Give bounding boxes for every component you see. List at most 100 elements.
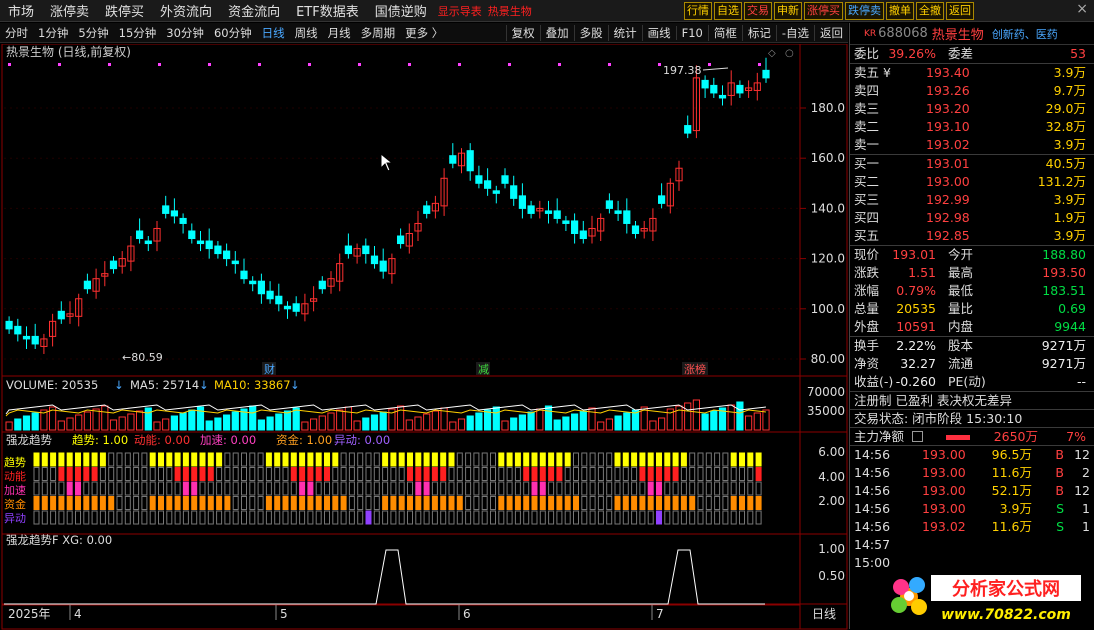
- asks-price: 193.10: [926, 119, 970, 134]
- trend-cell: [315, 481, 322, 496]
- tool-button-0[interactable]: 复权: [505, 24, 540, 41]
- trend-cell: [431, 452, 438, 467]
- trend-cell: [324, 467, 330, 481]
- trend-cell: [141, 467, 148, 481]
- quote-label-2: 今开: [948, 247, 974, 262]
- trend-cell: [348, 496, 355, 510]
- tick-time: 14:56: [854, 483, 891, 498]
- quote-value: -0.260: [895, 374, 936, 389]
- period-tab-8[interactable]: 月线: [327, 25, 351, 40]
- quick-button-2[interactable]: 交易: [744, 2, 772, 20]
- trend-cell: [639, 452, 646, 467]
- bid-book: 买一 193.01 40.5万 买二 193.00 131.2万 买三 192.99 3.9万买…: [850, 154, 1094, 245]
- trend-cell: [656, 510, 662, 525]
- tool-button-7[interactable]: 标记: [741, 24, 776, 41]
- trend-cell: [357, 467, 364, 481]
- trend-cell: [398, 452, 405, 467]
- quick-button-7[interactable]: 全撤: [916, 2, 944, 20]
- trend-cell: [407, 510, 413, 525]
- tool-button-9[interactable]: 返回: [814, 24, 848, 41]
- trend-cell: [91, 481, 98, 496]
- quick-button-8[interactable]: 返回: [946, 2, 974, 20]
- period-tab-7[interactable]: 周线: [294, 25, 318, 40]
- volume-bar: [301, 421, 309, 431]
- nav-red-item-1[interactable]: 热景生物: [487, 4, 532, 18]
- nav-item-0[interactable]: 市场: [8, 5, 35, 20]
- trend-cell: [249, 467, 256, 481]
- quick-button-6[interactable]: 撤单: [886, 2, 914, 20]
- quote-panel: KR 688068 热景生物 创新药、医药 委比 39.26% 委差 53 卖五…: [849, 23, 1094, 629]
- candle-body: [466, 150, 474, 172]
- nav-item-4[interactable]: 资金流向: [228, 5, 281, 20]
- nav-item-5[interactable]: ETF数据表: [296, 5, 359, 20]
- period-tab-9[interactable]: 多周期: [360, 25, 396, 40]
- trend-cell: [390, 481, 397, 496]
- quick-button-4[interactable]: 涨停买: [804, 2, 843, 20]
- trend-cell: [158, 481, 164, 496]
- candle-body: [379, 260, 387, 272]
- price-tick: 80.00: [811, 352, 845, 366]
- trend-cell: [755, 467, 762, 481]
- quick-button-1[interactable]: 自选: [714, 2, 742, 20]
- trend-cell: [647, 452, 654, 467]
- quick-button-3[interactable]: 申新: [774, 2, 802, 20]
- close-icon[interactable]: ×: [1076, 1, 1088, 17]
- trend-cell: [697, 510, 704, 525]
- quote-value: 193.01: [892, 247, 936, 262]
- candle-body: [292, 303, 300, 312]
- trend-cell: [373, 481, 380, 496]
- candle-body: [275, 295, 283, 305]
- trend-cell: [41, 510, 48, 525]
- tool-button-2[interactable]: 多股: [573, 24, 608, 41]
- trend-cell: [249, 496, 256, 510]
- period-tab-1[interactable]: 1分钟: [38, 25, 69, 40]
- trend-cell: [91, 510, 98, 525]
- trend-cell: [622, 467, 629, 481]
- tool-button-5[interactable]: F10: [675, 25, 708, 40]
- nav-item-6[interactable]: 国债逆购: [374, 5, 427, 20]
- quote-value-2: 188.80: [1042, 247, 1086, 262]
- nav-red-item-0[interactable]: 显示导表: [437, 4, 482, 18]
- quick-button-5[interactable]: 跌停卖: [845, 2, 884, 20]
- nav-item-2[interactable]: 跌停买: [105, 5, 145, 20]
- tool-button-6[interactable]: 简框: [707, 24, 742, 41]
- period-tab-3[interactable]: 15分钟: [118, 25, 157, 40]
- period-tab-10[interactable]: 更多 〉: [405, 25, 444, 40]
- tool-button-8[interactable]: -自选: [775, 24, 814, 41]
- trend-cell: [66, 496, 73, 510]
- nav-item-3[interactable]: 外资流向: [160, 5, 213, 20]
- trend-cell: [365, 467, 372, 481]
- candle-body: [257, 280, 265, 295]
- tool-button-4[interactable]: 画线: [641, 24, 676, 41]
- volume-bar: [22, 415, 31, 431]
- nav-item-1[interactable]: 涨停卖: [50, 5, 90, 20]
- candle-body: [327, 278, 335, 287]
- grid-icon[interactable]: [912, 431, 923, 442]
- signal-dot: [158, 63, 161, 66]
- quick-button-0[interactable]: 行情: [684, 2, 712, 20]
- trend-cell: [423, 452, 430, 467]
- kline-chart[interactable]: 热景生物 (日线,前复权) ◇ ○ 180.0 160.0 140.0 120.0 100.0…: [0, 44, 848, 630]
- signal-dot: [208, 63, 211, 66]
- period-tab-6[interactable]: 日线: [261, 25, 285, 40]
- period-tab-4[interactable]: 30分钟: [166, 25, 204, 40]
- candle-body: [92, 278, 100, 292]
- tool-button-3[interactable]: 统计: [607, 24, 642, 41]
- period-tab-5[interactable]: 60分钟: [213, 25, 252, 40]
- asks-row: 卖二 193.10 32.8万: [850, 118, 1094, 136]
- quote-label: 总量: [854, 301, 880, 316]
- trend-cell: [33, 496, 40, 510]
- candle-body: [449, 155, 457, 164]
- period-tab-0[interactable]: 分时: [5, 25, 28, 40]
- period-tab-2[interactable]: 5分钟: [78, 25, 109, 40]
- tick-side: B: [1055, 483, 1064, 498]
- trend-cell: [739, 452, 745, 467]
- volume-bar: [727, 404, 735, 431]
- trend-cell: [398, 510, 405, 525]
- signal-dot: [258, 63, 261, 66]
- tool-button-1[interactable]: 叠加: [539, 24, 574, 41]
- volume-bar: [397, 405, 405, 431]
- bids-label: 买二: [854, 174, 880, 189]
- trend-cell: [672, 467, 679, 481]
- concept-tags[interactable]: 创新药、医药: [991, 27, 1058, 41]
